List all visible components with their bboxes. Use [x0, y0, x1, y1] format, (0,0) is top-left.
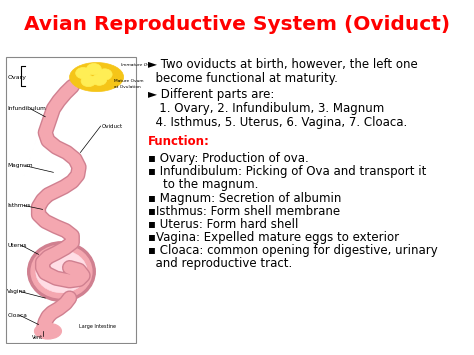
- Text: Function:: Function:: [148, 135, 210, 148]
- Text: and reproductive tract.: and reproductive tract.: [148, 257, 292, 270]
- Ellipse shape: [81, 75, 96, 87]
- Text: Mature Ovum: Mature Ovum: [114, 80, 144, 83]
- Text: Large Intestine: Large Intestine: [79, 324, 116, 329]
- Text: Oviduct: Oviduct: [102, 124, 123, 129]
- Text: ▪ Cloaca: common opening for digestive, urinary: ▪ Cloaca: common opening for digestive, …: [148, 244, 438, 257]
- Text: ▪ Ovary: Production of ova.: ▪ Ovary: Production of ova.: [148, 152, 309, 165]
- Text: Infundibulum: Infundibulum: [8, 106, 46, 111]
- Text: Avian Reproductive System (Oviduct): Avian Reproductive System (Oviduct): [24, 15, 450, 34]
- Text: ▪ Infundibulum: Picking of Ova and transport it: ▪ Infundibulum: Picking of Ova and trans…: [148, 165, 427, 178]
- Ellipse shape: [27, 242, 95, 301]
- Text: Immature Ova: Immature Ova: [121, 64, 153, 67]
- Text: become functional at maturity.: become functional at maturity.: [148, 72, 338, 85]
- Ellipse shape: [35, 323, 62, 339]
- Text: ► Different parts are:: ► Different parts are:: [148, 88, 274, 101]
- Text: ▪ Uterus: Form hard shell: ▪ Uterus: Form hard shell: [148, 218, 298, 231]
- Text: to the magnum.: to the magnum.: [148, 178, 258, 191]
- Text: ▪ Magnum: Secretion of albumin: ▪ Magnum: Secretion of albumin: [148, 192, 341, 205]
- Ellipse shape: [76, 67, 91, 79]
- FancyBboxPatch shape: [6, 57, 136, 343]
- Ellipse shape: [86, 64, 101, 75]
- Ellipse shape: [92, 74, 107, 85]
- Text: ▪Vagina: Expelled mature eggs to exterior: ▪Vagina: Expelled mature eggs to exterio…: [148, 231, 399, 244]
- Text: Magnum: Magnum: [8, 163, 33, 168]
- Text: Cloaca: Cloaca: [8, 313, 27, 318]
- Text: Isthmus: Isthmus: [8, 203, 31, 208]
- Text: Vent: Vent: [32, 335, 43, 340]
- Text: Uterus: Uterus: [8, 242, 27, 247]
- Text: at Ovulation: at Ovulation: [114, 84, 141, 89]
- Ellipse shape: [36, 250, 87, 293]
- Text: 4. Isthmus, 5. Uterus, 6. Vagina, 7. Cloaca.: 4. Isthmus, 5. Uterus, 6. Vagina, 7. Clo…: [148, 116, 407, 129]
- Text: ▪Isthmus: Form shell membrane: ▪Isthmus: Form shell membrane: [148, 205, 340, 218]
- Ellipse shape: [97, 69, 112, 80]
- Text: ► Two oviducts at birth, however, the left one: ► Two oviducts at birth, however, the le…: [148, 58, 418, 71]
- Text: Ovary: Ovary: [8, 75, 27, 80]
- Ellipse shape: [70, 62, 124, 92]
- Ellipse shape: [31, 245, 92, 298]
- Text: 1. Ovary, 2. Infundibulum, 3. Magnum: 1. Ovary, 2. Infundibulum, 3. Magnum: [148, 102, 384, 115]
- Text: Vagina: Vagina: [8, 289, 27, 294]
